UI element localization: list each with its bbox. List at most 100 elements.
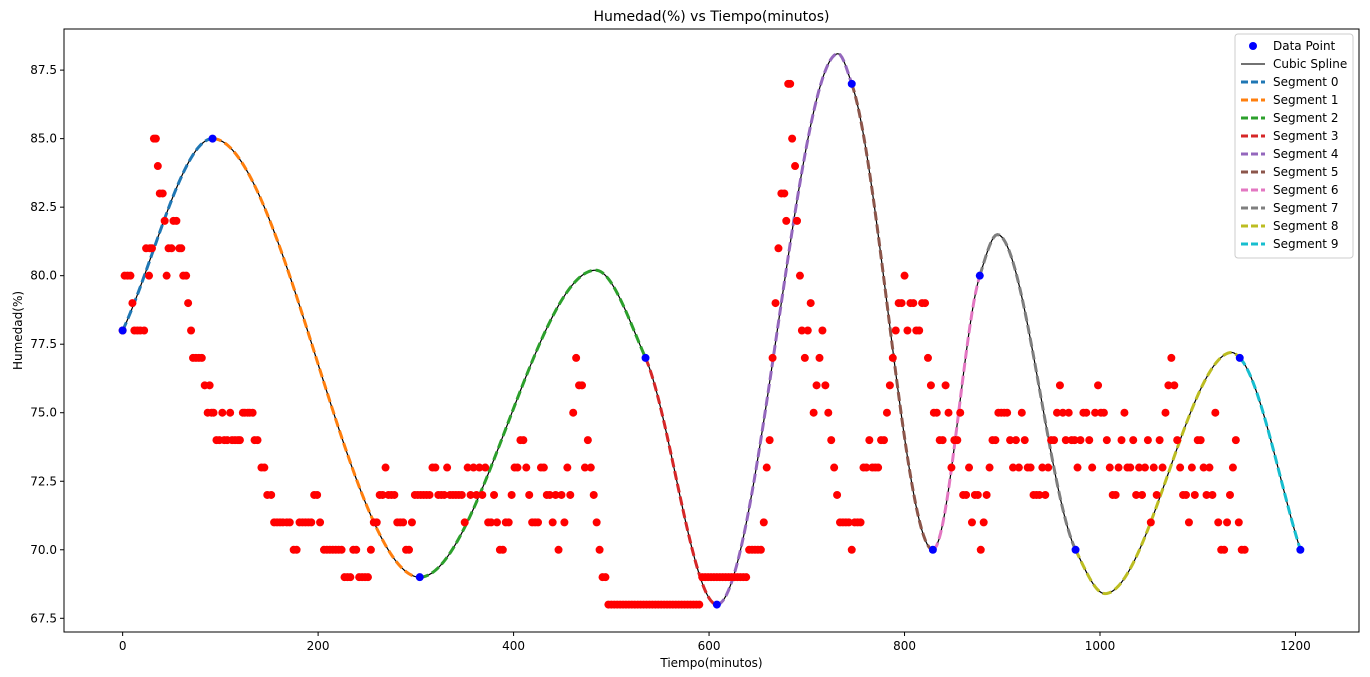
observation-point bbox=[1088, 463, 1097, 472]
observation-point bbox=[478, 490, 487, 499]
observation-point bbox=[759, 518, 768, 527]
observation-point bbox=[856, 518, 865, 527]
legend-label: Segment 5 bbox=[1273, 165, 1338, 179]
observation-point bbox=[372, 518, 381, 527]
observation-point bbox=[1091, 408, 1100, 417]
observation-point bbox=[1173, 436, 1182, 445]
observation-point bbox=[956, 408, 965, 417]
observation-point bbox=[1225, 490, 1234, 499]
data-point bbox=[118, 326, 127, 335]
data-point bbox=[641, 353, 650, 362]
plot-frame bbox=[63, 28, 1360, 633]
observation-point bbox=[554, 545, 563, 554]
y-tick-label: 82.5 bbox=[30, 200, 57, 214]
observation-point bbox=[363, 573, 372, 582]
observation-point bbox=[1038, 463, 1047, 472]
observation-point bbox=[592, 518, 601, 527]
observation-point bbox=[182, 271, 191, 280]
legend-label: Segment 8 bbox=[1273, 219, 1338, 233]
observation-point bbox=[1228, 463, 1237, 472]
observation-point bbox=[1026, 463, 1035, 472]
observation-point bbox=[307, 518, 316, 527]
observation-point bbox=[184, 299, 193, 308]
observation-point bbox=[938, 436, 947, 445]
observation-point bbox=[1014, 463, 1023, 472]
observation-point bbox=[780, 189, 789, 198]
observation-point bbox=[490, 490, 499, 499]
observation-point bbox=[882, 408, 891, 417]
observation-point bbox=[431, 463, 440, 472]
observation-point bbox=[1073, 463, 1082, 472]
observation-point bbox=[765, 436, 774, 445]
observation-point bbox=[197, 353, 206, 362]
observation-point bbox=[522, 463, 531, 472]
observation-point bbox=[346, 573, 355, 582]
data-point bbox=[1296, 545, 1305, 554]
observation-point bbox=[1187, 463, 1196, 472]
observation-point bbox=[962, 490, 971, 499]
data-point bbox=[415, 573, 424, 582]
observation-point bbox=[1202, 490, 1211, 499]
observation-point bbox=[226, 408, 235, 417]
observation-point bbox=[390, 490, 399, 499]
observation-point bbox=[475, 463, 484, 472]
observation-point bbox=[1205, 463, 1214, 472]
observation-point bbox=[399, 518, 408, 527]
observation-point bbox=[1208, 490, 1217, 499]
observation-point bbox=[519, 436, 528, 445]
observation-point bbox=[560, 518, 569, 527]
legend-entry-segment-5: Segment 5 bbox=[1241, 165, 1338, 179]
x-tick-label: 1200 bbox=[1280, 639, 1311, 653]
legend-entry-data-point: Data Point bbox=[1249, 39, 1336, 53]
observation-point bbox=[513, 463, 522, 472]
y-tick-label: 87.5 bbox=[30, 63, 57, 77]
observation-point bbox=[953, 436, 962, 445]
observation-point bbox=[557, 490, 566, 499]
observation-point bbox=[463, 463, 472, 472]
legend-entry-cubic-spline: Cubic Spline bbox=[1241, 57, 1347, 71]
x-tick-label: 0 bbox=[119, 639, 127, 653]
observation-point bbox=[756, 545, 765, 554]
x-tick-label: 200 bbox=[307, 639, 330, 653]
observation-point bbox=[818, 326, 827, 335]
observation-point bbox=[498, 545, 507, 554]
observation-point bbox=[177, 244, 186, 253]
observation-point bbox=[1058, 408, 1067, 417]
observation-point bbox=[874, 463, 883, 472]
observation-point bbox=[926, 381, 935, 390]
observation-point bbox=[209, 408, 218, 417]
observation-point bbox=[1140, 463, 1149, 472]
observation-point bbox=[407, 518, 416, 527]
observation-point bbox=[909, 299, 918, 308]
legend-entry-segment-4: Segment 4 bbox=[1241, 147, 1338, 161]
observation-point bbox=[815, 353, 824, 362]
observation-point bbox=[1152, 490, 1161, 499]
observation-point bbox=[979, 518, 988, 527]
observation-point bbox=[1223, 518, 1232, 527]
observation-point bbox=[833, 490, 842, 499]
observation-point bbox=[578, 381, 586, 390]
observation-point bbox=[481, 463, 490, 472]
observation-point bbox=[316, 518, 325, 527]
segment-2-line bbox=[419, 268, 647, 579]
observation-point bbox=[830, 463, 839, 472]
y-tick-label: 67.5 bbox=[30, 611, 57, 625]
y-tick-label: 77.5 bbox=[30, 337, 57, 351]
observation-point bbox=[1111, 490, 1120, 499]
observation-point bbox=[821, 381, 830, 390]
observation-point bbox=[172, 216, 181, 225]
y-tick-label: 75.0 bbox=[30, 406, 57, 420]
observation-point bbox=[457, 490, 466, 499]
legend-entry-segment-6: Segment 6 bbox=[1241, 183, 1338, 197]
observation-point bbox=[1094, 381, 1103, 390]
observation-point bbox=[381, 463, 390, 472]
data-point bbox=[208, 134, 217, 143]
observation-point bbox=[806, 299, 815, 308]
observation-point bbox=[982, 490, 991, 499]
observation-point bbox=[267, 490, 276, 499]
observation-point bbox=[1044, 463, 1053, 472]
observation-point bbox=[941, 381, 950, 390]
legend-label: Segment 9 bbox=[1273, 237, 1338, 251]
knots-layer bbox=[118, 79, 1305, 609]
